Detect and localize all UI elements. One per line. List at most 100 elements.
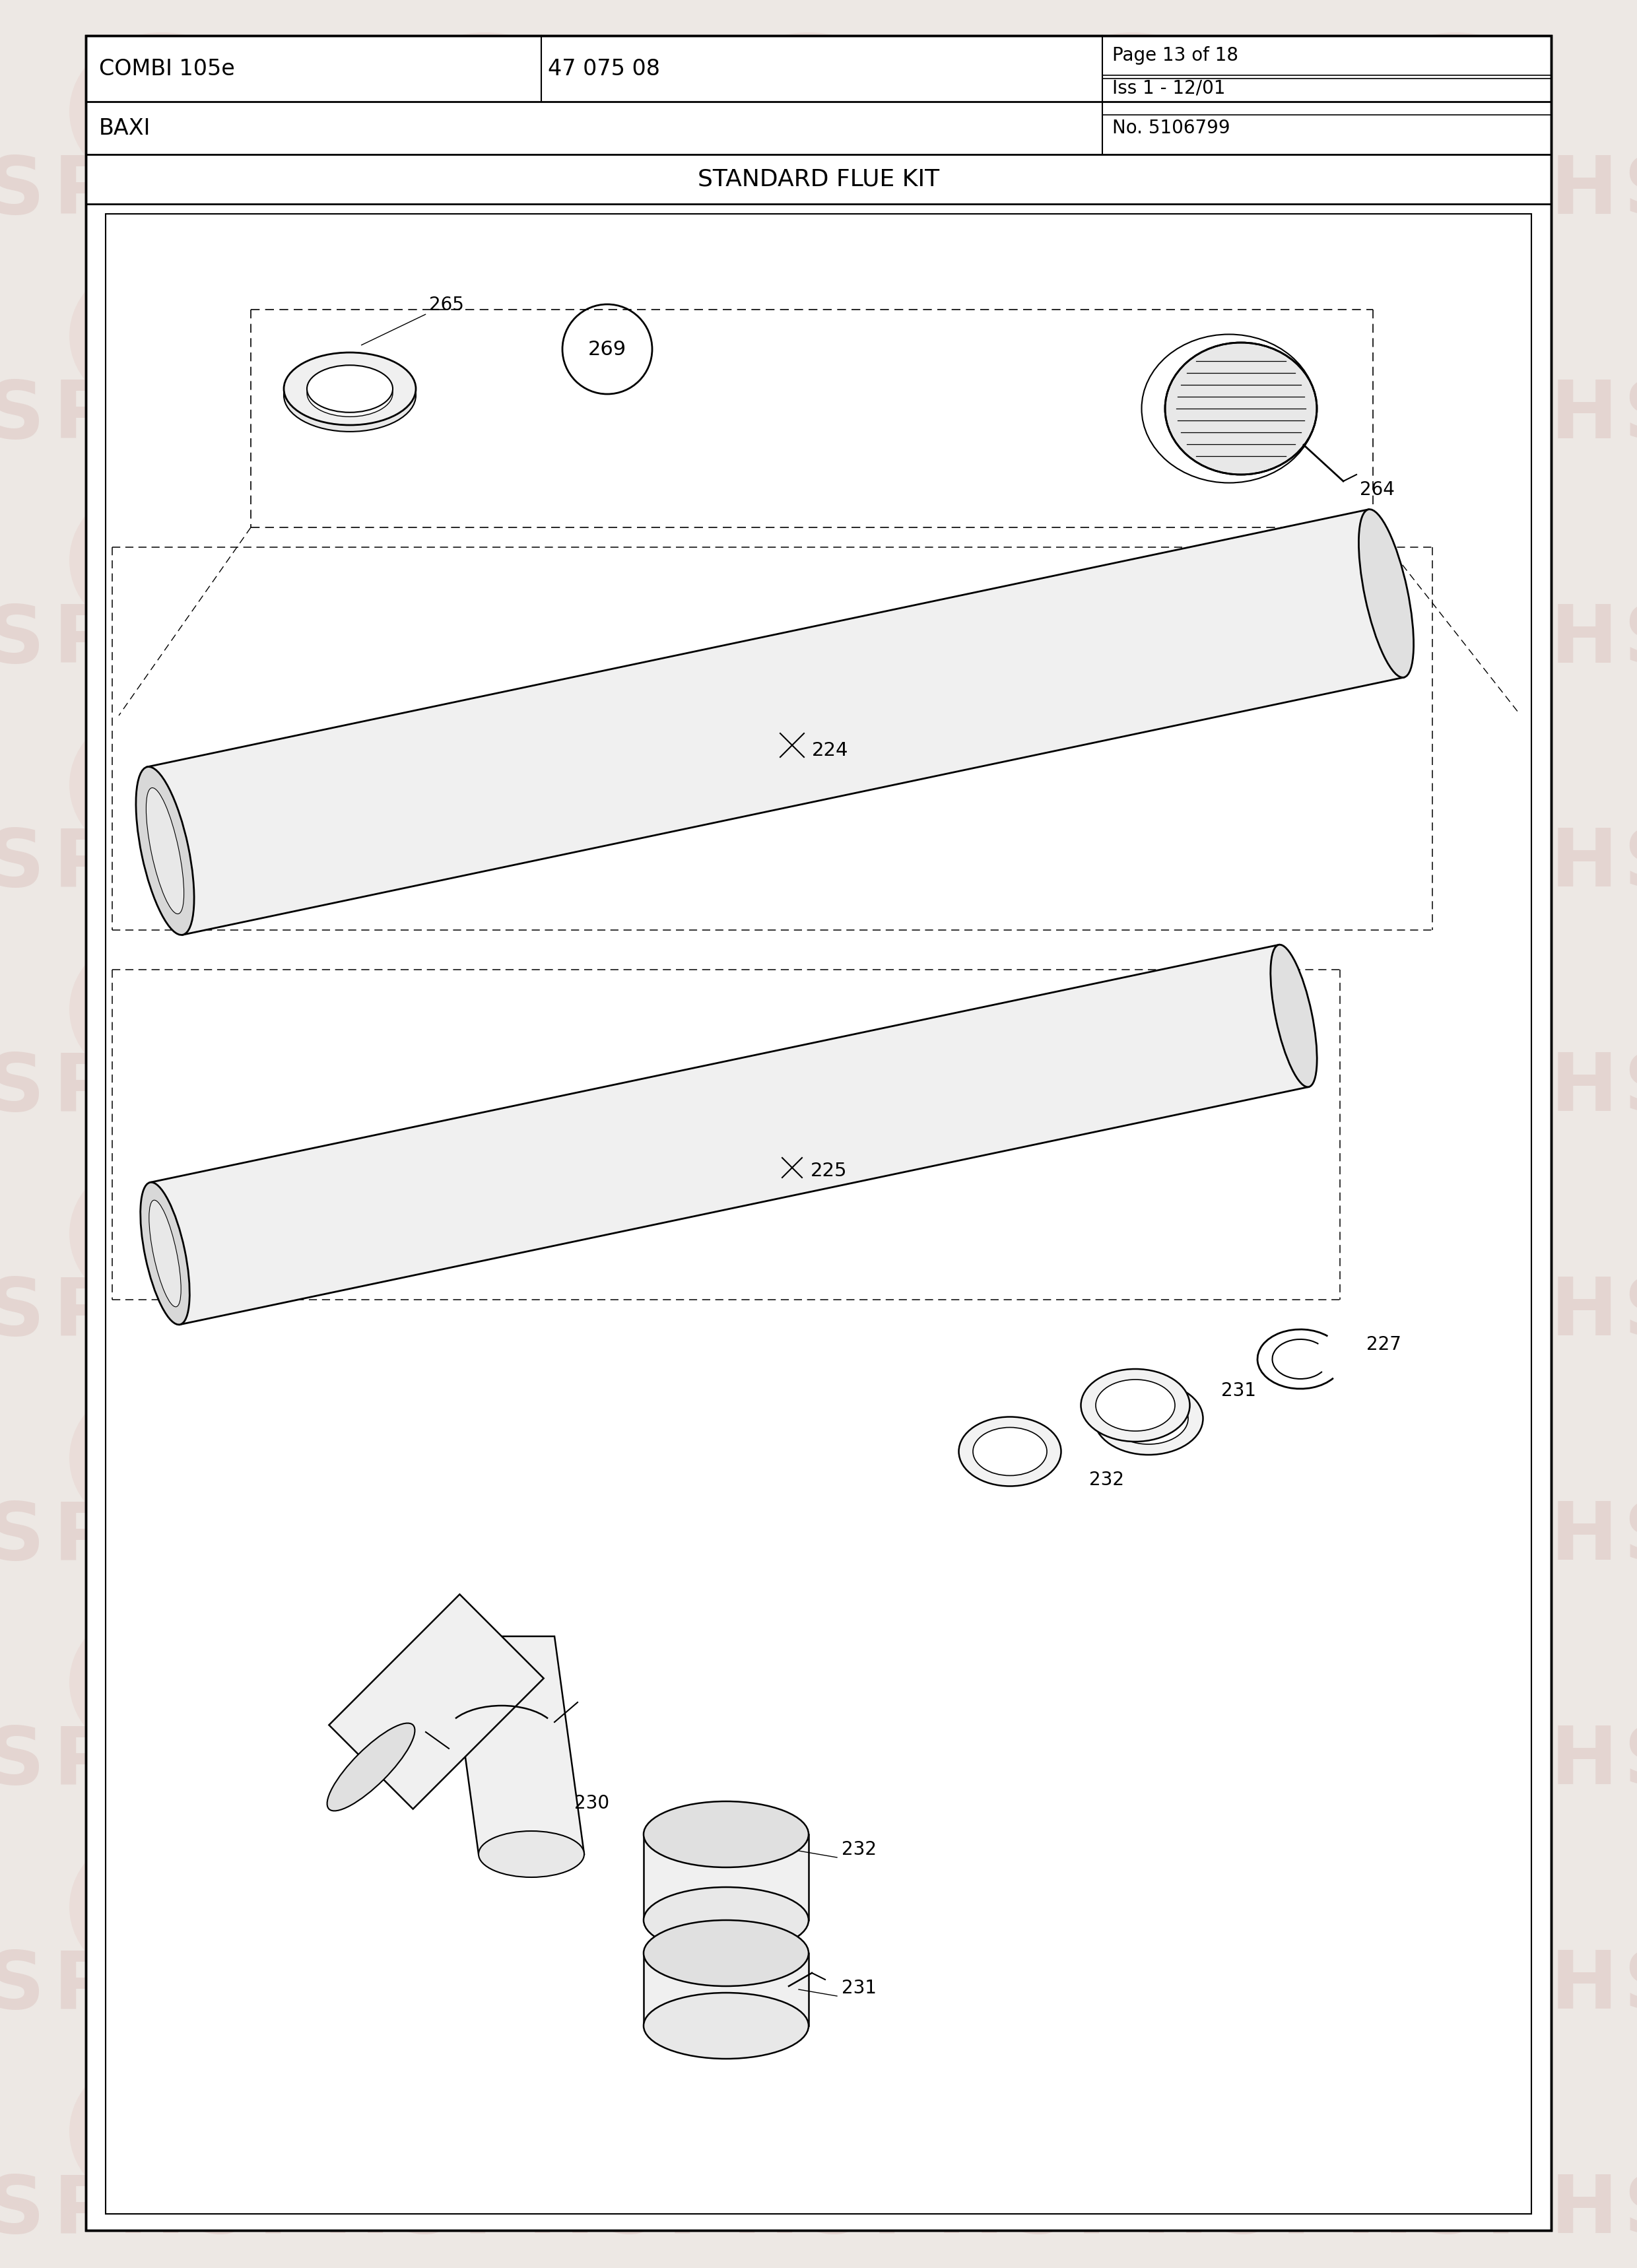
Text: H: H (118, 826, 185, 903)
Text: P: P (873, 1050, 931, 1127)
Text: S: S (468, 1436, 501, 1481)
Text: H: H (105, 1211, 142, 1256)
Text: H: H (427, 987, 467, 1032)
Polygon shape (329, 1594, 543, 1810)
Text: P: P (668, 601, 727, 678)
Text: H: H (1141, 1948, 1208, 2025)
Text: S: S (0, 1050, 44, 1127)
Text: H: H (1074, 1660, 1113, 1706)
Ellipse shape (1062, 2073, 1202, 2191)
Ellipse shape (1062, 950, 1202, 1068)
Text: S: S (192, 1050, 249, 1127)
Text: P: P (830, 1660, 864, 1706)
Text: H: H (751, 762, 789, 807)
Text: P: P (873, 0, 931, 5)
Text: S: S (396, 826, 453, 903)
Text: S: S (192, 1499, 249, 1576)
Text: S: S (1419, 1948, 1477, 2025)
Text: P: P (506, 1211, 540, 1256)
Text: S: S (468, 1660, 501, 1706)
Text: 224: 224 (812, 742, 848, 760)
Text: H: H (1398, 1436, 1436, 1481)
Text: H: H (1346, 0, 1413, 5)
Ellipse shape (416, 1399, 555, 1517)
Ellipse shape (740, 950, 877, 1068)
Text: P: P (668, 826, 727, 903)
Text: P: P (1077, 376, 1136, 454)
Text: P: P (873, 376, 931, 454)
Text: S: S (805, 2173, 863, 2250)
Text: H: H (732, 1499, 799, 1576)
Text: H: H (118, 2173, 185, 2250)
Text: S: S (1419, 376, 1477, 454)
Ellipse shape (1039, 1828, 1224, 1987)
Text: S: S (1215, 1275, 1272, 1352)
Text: P: P (1477, 91, 1511, 134)
Text: H: H (322, 1050, 390, 1127)
Text: S: S (0, 2173, 44, 2250)
Text: S: S (1115, 315, 1149, 358)
Text: S: S (1215, 152, 1272, 229)
Text: P: P (830, 987, 864, 1032)
Text: S: S (1624, 1948, 1637, 2025)
Ellipse shape (1039, 256, 1224, 415)
Text: H: H (1141, 601, 1208, 678)
Text: P: P (1486, 1499, 1545, 1576)
Text: P: P (463, 601, 522, 678)
Text: H: H (1550, 1050, 1617, 1127)
Text: S: S (468, 762, 501, 807)
Ellipse shape (1364, 1154, 1549, 1313)
Text: P: P (1477, 762, 1511, 807)
Text: P: P (1077, 1948, 1136, 2025)
Text: P: P (1154, 762, 1187, 807)
Text: S: S (1010, 1724, 1067, 1801)
Text: S: S (1419, 826, 1477, 903)
Ellipse shape (416, 726, 555, 844)
Text: P: P (1477, 1660, 1511, 1706)
Ellipse shape (149, 1200, 182, 1306)
Ellipse shape (1108, 1393, 1188, 1445)
Text: P: P (1477, 315, 1511, 358)
Text: H: H (1550, 1724, 1617, 1801)
Text: H: H (1141, 376, 1208, 454)
Text: S: S (1115, 1436, 1149, 1481)
Text: S: S (805, 0, 863, 5)
Text: H: H (105, 1885, 142, 1930)
Text: 231: 231 (1221, 1381, 1256, 1399)
Text: S: S (396, 1499, 453, 1576)
Text: S: S (1439, 987, 1472, 1032)
Ellipse shape (643, 1801, 809, 1867)
Text: H: H (527, 1050, 594, 1127)
Text: S: S (792, 1885, 825, 1930)
Ellipse shape (717, 1379, 900, 1538)
Text: COMBI 105e: COMBI 105e (98, 59, 234, 79)
Text: H: H (751, 1211, 789, 1256)
Ellipse shape (1062, 52, 1202, 172)
Text: P: P (1154, 315, 1187, 358)
Text: Iss 1 - 12/01: Iss 1 - 12/01 (1112, 79, 1226, 98)
Text: S: S (1419, 601, 1477, 678)
Text: H: H (732, 826, 799, 903)
Polygon shape (147, 510, 1405, 934)
Ellipse shape (1364, 1379, 1549, 1538)
Text: H: H (751, 91, 789, 134)
Ellipse shape (416, 1848, 555, 1966)
Text: H: H (322, 601, 390, 678)
Text: S: S (601, 2173, 658, 2250)
Text: H: H (105, 315, 142, 358)
Ellipse shape (1359, 510, 1414, 678)
Text: H: H (1141, 152, 1208, 229)
Text: H: H (527, 826, 594, 903)
Text: P: P (873, 1275, 931, 1352)
Text: S: S (1624, 826, 1637, 903)
Text: H: H (322, 1275, 390, 1352)
Text: 269: 269 (588, 340, 627, 358)
Ellipse shape (1166, 342, 1316, 474)
Text: S: S (1439, 1211, 1472, 1256)
Text: P: P (463, 2173, 522, 2250)
Text: 232: 232 (1089, 1470, 1125, 1488)
Text: S: S (192, 152, 249, 229)
Text: H: H (322, 2173, 390, 2250)
Text: P: P (1486, 152, 1545, 229)
Text: P: P (506, 987, 540, 1032)
